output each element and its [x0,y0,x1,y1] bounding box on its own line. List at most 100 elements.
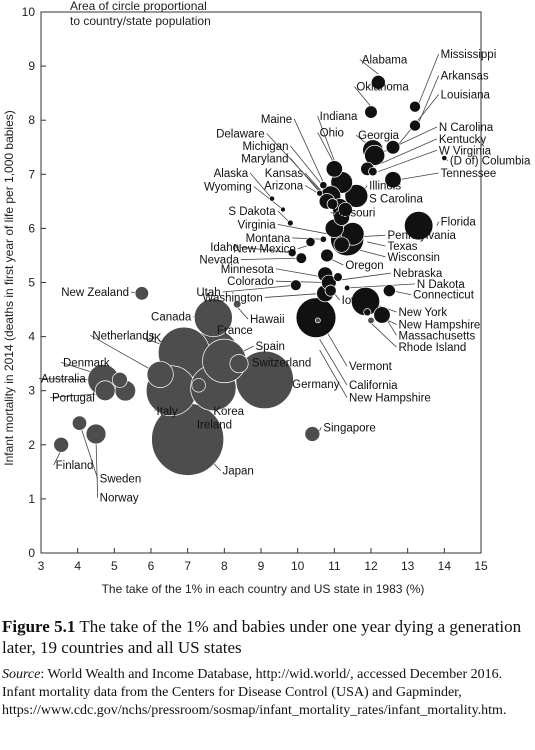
x-tick-label: 4 [74,559,81,573]
data-point [193,298,233,338]
point-label: Nevada [199,255,239,267]
point-label: Ohio [320,127,344,139]
data-point [344,284,351,292]
point-labels: Alabama Mississippi Oklahoma Arkansas Louisi… [41,49,531,505]
data-point [320,248,334,263]
data-point [385,140,401,155]
leader-line [277,224,328,235]
data-point [364,105,378,119]
point-label: Maryland [241,153,288,165]
point-label: Portugal [52,393,95,405]
point-label: Virginia [238,219,277,231]
leader-line [293,118,324,183]
leader-line [240,246,293,254]
point-label: Vermont [349,361,393,373]
caption-source: Source: World Wealth and Income Database… [2,666,532,720]
x-tick-label: 9 [258,559,265,573]
point-label: Alabama [362,54,408,66]
point-label: Singapore [323,422,375,434]
point-label: Italy [157,406,178,418]
data-point [333,236,350,253]
point-label: Korea [213,406,244,418]
data-point [384,171,402,189]
point-label: Norway [100,493,139,505]
point-label: Illinois [369,180,401,192]
point-label: New Hampshire [349,393,431,405]
point-label: Minnesota [221,264,275,276]
data-point [71,415,88,431]
x-tick-label: 15 [474,559,488,573]
point-label: France [217,325,253,337]
data-point [295,252,308,264]
data-point [333,272,343,282]
point-label: Pennsylvania [388,230,457,242]
x-tick-label: 10 [291,559,305,573]
data-point [314,317,321,324]
point-label: N Carolina [439,122,494,134]
point-label: Kentucky [439,134,487,146]
point-label: Japan [223,466,254,478]
data-point [373,306,391,324]
point-label: (D of) Columbia [450,156,531,168]
y-tick-label: 3 [28,384,35,398]
figure-caption: Figure 5.1 The take of the 1% and babies… [2,616,532,720]
size-annotation-line-2: to country/state population [70,14,211,28]
point-label: Rhode Island [399,342,467,354]
point-label: Florida [441,217,477,229]
leader-line [378,149,437,172]
figure-number: Figure 5.1 [2,617,76,636]
point-label: Wyoming [204,182,252,194]
point-label: Louisiana [441,90,491,102]
point-label: New Hampshire [399,319,481,331]
point-label: New Zealand [61,287,129,299]
data-point [316,189,324,197]
source-label: Source [2,667,41,682]
leader-line [367,241,386,247]
leader-line [398,172,439,181]
point-label: Utah [196,287,220,299]
data-point [364,144,386,166]
leader-line [317,116,335,161]
leader-line [275,280,328,283]
leader-line [398,94,439,145]
data-point [146,360,174,388]
point-label: Mississippi [441,49,497,61]
data-points [53,74,448,476]
x-tick-label: 3 [38,559,45,573]
point-label: Canada [151,311,192,323]
data-point [319,235,327,243]
point-label: California [349,380,398,392]
y-axis-label: Infant mortality in 2014 (deaths in firs… [2,110,16,466]
leader-line [359,59,379,75]
leader-line [53,450,62,466]
leader-line [319,339,348,386]
source-text: : World Wealth and Income Database, http… [2,667,507,718]
y-tick-label: 5 [28,276,35,290]
y-tick-label: 7 [28,167,35,181]
point-label: Montana [246,233,291,245]
point-label: Sweden [100,474,142,486]
data-point [94,380,116,402]
leader-line [236,306,249,320]
point-label: Missouri [333,207,376,219]
data-point [344,184,369,208]
leader-line [275,268,324,278]
leader-line [436,221,440,226]
leader-line [222,284,296,293]
point-label: Michigan [242,141,288,153]
point-label: Spain [256,341,285,353]
point-label: Switzerland [252,357,311,369]
point-label: Australia [41,374,86,386]
data-point [326,198,339,210]
data-point [287,248,297,258]
point-label: Georgia [358,130,400,142]
data-point [134,286,149,301]
point-label: S Carolina [369,193,423,205]
leader-line [95,439,99,498]
point-label: Washington [203,292,263,304]
point-label: N Dakota [417,279,466,291]
data-point [368,166,378,177]
x-tick-label: 12 [364,559,378,573]
